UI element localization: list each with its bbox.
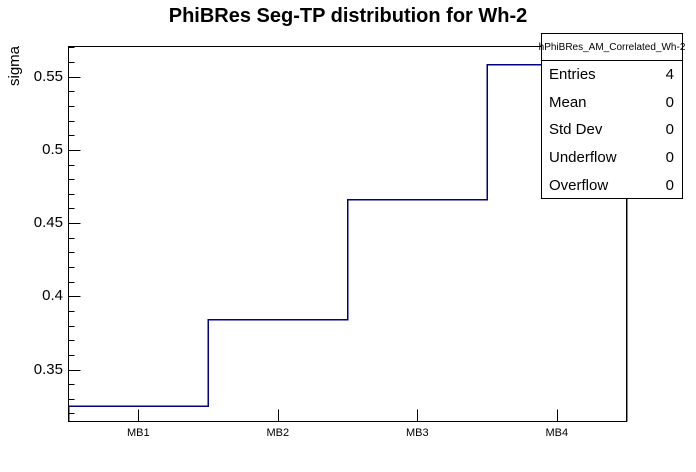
stats-value: 4	[665, 66, 674, 84]
y-tick-label: 0.35	[33, 360, 63, 378]
y-tick-label: 0.4	[42, 287, 63, 305]
stats-label: Overflow	[549, 176, 609, 194]
x-category-label: MB4	[545, 427, 569, 439]
stats-label: Mean	[549, 93, 587, 111]
stats-box-title: hPhiBRes_AM_Correlated_Wh-2	[539, 34, 685, 61]
stats-label: Std Dev	[549, 121, 603, 139]
stats-label: Underflow	[549, 149, 617, 167]
x-category-label: MB2	[266, 427, 290, 439]
stats-row-underflow: Underflow 0	[542, 144, 682, 172]
stats-row-mean: Mean 0	[542, 89, 682, 117]
stats-label: Entries	[549, 66, 596, 84]
stats-row-overflow: Overflow 0	[542, 171, 682, 199]
stats-value: 0	[665, 149, 674, 167]
x-category-label: MB3	[405, 427, 429, 439]
plot-frame	[68, 46, 627, 422]
chart-title: PhiBRes Seg-TP distribution for Wh-2	[168, 5, 528, 27]
stats-value: 0	[665, 176, 674, 194]
stats-value: 0	[665, 93, 674, 111]
stats-value: 0	[665, 121, 674, 139]
y-tick-label: 0.45	[33, 214, 63, 232]
x-category-label: MB1	[126, 427, 150, 439]
stats-row-entries: Entries 4	[542, 61, 682, 89]
y-tick-label: 0.5	[42, 140, 63, 158]
stats-row-stddev: Std Dev 0	[542, 116, 682, 144]
stats-box: hPhiBRes_AM_Correlated_Wh-2 Entries 4 Me…	[539, 33, 685, 199]
y-tick-label: 0.55	[33, 67, 63, 85]
